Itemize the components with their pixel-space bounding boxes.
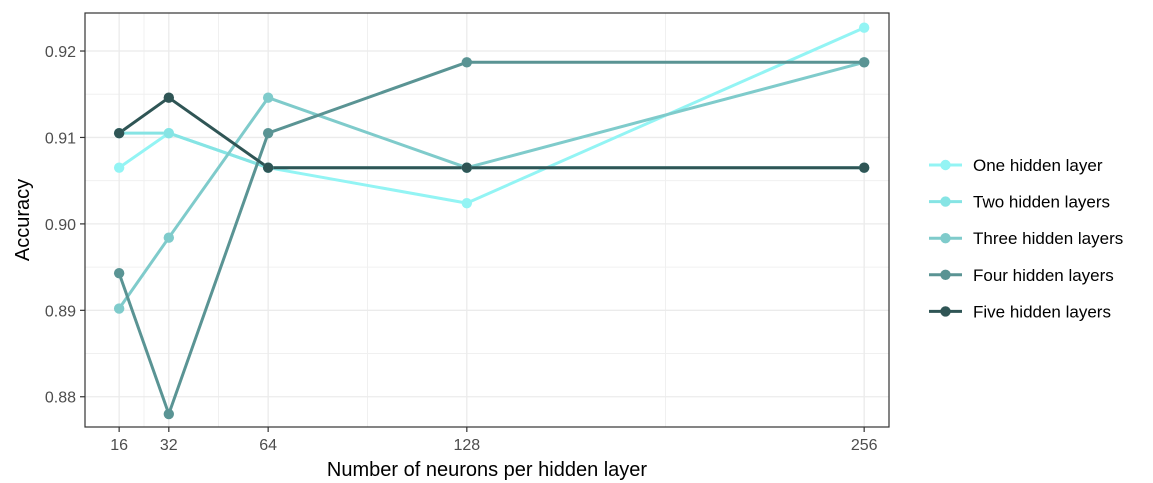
legend-entry-label: Four hidden layers — [973, 266, 1114, 285]
data-point — [858, 57, 870, 68]
data-point — [163, 92, 175, 103]
y-tick-label: 0.88 — [45, 390, 76, 407]
data-point — [163, 408, 175, 420]
data-point — [262, 92, 274, 103]
data-point — [113, 303, 125, 314]
legend: One hidden layer Two hidden layers Three h… — [929, 156, 1123, 321]
x-axis-title: Number of neurons per hidden layer — [327, 459, 648, 481]
y-axis-title: Accuracy — [12, 179, 34, 261]
data-point — [858, 22, 870, 33]
data-point — [113, 127, 125, 139]
x-tick-label: 256 — [851, 437, 878, 454]
legend-swatch-point — [940, 269, 951, 280]
data-point — [163, 127, 175, 139]
legend-swatch-point — [940, 196, 951, 207]
legend-swatch-point — [940, 159, 951, 171]
data-point — [113, 267, 125, 279]
data-point — [461, 57, 473, 68]
y-tick-label: 0.91 — [45, 130, 76, 147]
y-tick-label: 0.92 — [45, 44, 76, 61]
data-point — [461, 162, 473, 173]
y-tick-label: 0.90 — [45, 217, 76, 234]
x-tick-label: 32 — [160, 437, 178, 454]
data-point — [163, 232, 175, 243]
x-tick-label: 64 — [259, 437, 277, 454]
legend-swatch-point — [940, 306, 951, 317]
data-point — [461, 197, 473, 209]
data-point — [262, 162, 274, 173]
legend-entry-label: Two hidden layers — [973, 193, 1110, 212]
data-point — [262, 127, 274, 139]
x-tick-label: 128 — [453, 437, 480, 454]
plot-area: 16 32 64 128 256 0.88 0.89 0.90 0.91 0.92 Number o… — [12, 12, 890, 481]
x-tick-label: 16 — [110, 437, 128, 454]
legend-entry-label: Five hidden layers — [973, 302, 1111, 321]
data-point — [858, 162, 870, 173]
y-tick-label: 0.89 — [45, 303, 76, 320]
legend-entry-label: One hidden layer — [973, 156, 1103, 175]
data-point — [113, 162, 125, 173]
legend-swatch-point — [940, 233, 951, 244]
plot-border — [84, 12, 890, 428]
plot-panel — [85, 13, 889, 427]
legend-entry-label: Three hidden layers — [973, 229, 1123, 248]
